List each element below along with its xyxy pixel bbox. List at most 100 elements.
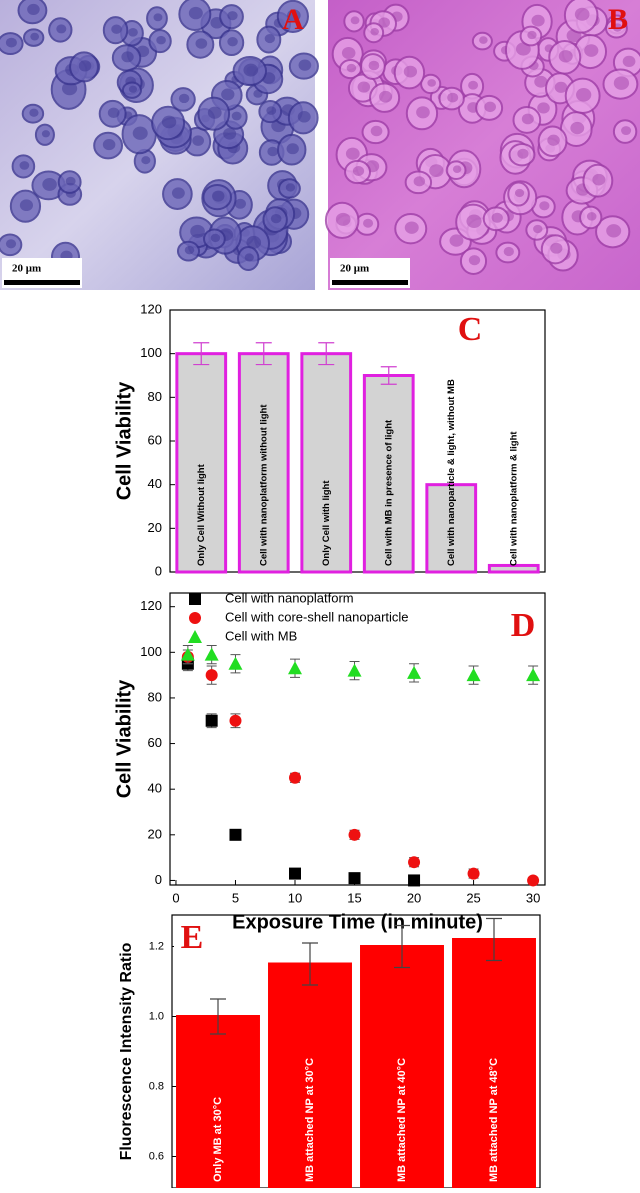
nucleus [231, 111, 242, 121]
y-tick-label: 80 [148, 389, 162, 404]
nucleus [188, 6, 203, 20]
nucleus [403, 65, 418, 78]
nucleus [19, 161, 30, 170]
nucleus [27, 3, 40, 15]
legend-marker [188, 630, 202, 643]
nucleus [178, 93, 190, 104]
nucleus [491, 212, 503, 223]
nucleus [427, 79, 436, 87]
scale-label: 20 μm [340, 263, 369, 275]
nucleus [554, 81, 568, 93]
y-tick-label: 0 [155, 872, 162, 887]
bar [487, 563, 540, 574]
nucleus [267, 146, 278, 157]
nucleus [207, 106, 222, 119]
nucleus [223, 127, 237, 140]
nucleus [195, 38, 208, 49]
nucleus [285, 183, 296, 192]
nucleus [404, 221, 419, 234]
legend-label: Cell with core-shell nanoparticle [225, 609, 409, 624]
nucleus [503, 246, 514, 257]
y-tick-label: 80 [148, 689, 162, 704]
nucleus [5, 37, 17, 48]
nucleus [153, 13, 163, 22]
nucleus [370, 125, 383, 137]
bar-label: Only MB at 30°C [212, 1097, 224, 1182]
error-bar [210, 998, 226, 1035]
error-bar [318, 342, 335, 366]
scale-label: 20 μm [12, 263, 41, 275]
x-tick-label: 30 [526, 890, 540, 905]
letter-box [174, 920, 210, 958]
nucleus [352, 166, 365, 177]
error-bar [302, 942, 318, 986]
nucleus [606, 224, 622, 238]
bar-label: Cell with nanoparticle & light, without … [446, 379, 457, 566]
x-tick-label: 20 [407, 890, 421, 905]
y-tick-label: 100 [140, 345, 162, 360]
nucleus [449, 234, 464, 247]
bar-label: MB attached NP at 40°C [396, 1058, 408, 1182]
point [229, 714, 242, 727]
nucleus [576, 87, 592, 102]
x-tick-label: 15 [347, 890, 361, 905]
nucleus [192, 135, 205, 146]
nucleus [121, 51, 134, 63]
nucleus [484, 101, 496, 113]
nucleus [570, 121, 585, 135]
nucleus [286, 143, 299, 155]
panel-letter: A [282, 3, 304, 36]
nucleus [533, 224, 543, 234]
micrograph-b: 20 μm B [324, 0, 640, 290]
bar [237, 352, 290, 574]
nucleus [341, 47, 356, 60]
nucleus [56, 24, 67, 34]
nucleus [539, 201, 550, 211]
point [348, 828, 361, 841]
nucleus [517, 148, 529, 159]
y-tick-label: 20 [148, 520, 162, 535]
nucleus [246, 235, 262, 249]
nucleus [30, 32, 40, 41]
nucleus [41, 130, 50, 138]
nucleus [368, 60, 380, 71]
panel-letter: D [511, 607, 536, 644]
bar-label: Cell with nanoplatform without light [258, 404, 269, 566]
nucleus [184, 245, 195, 255]
error-bar [486, 917, 502, 962]
nucleus [592, 173, 606, 186]
nucleus [102, 139, 116, 151]
point [467, 867, 480, 880]
nucleus [266, 106, 277, 115]
nucleus [586, 212, 597, 221]
nucleus [298, 59, 312, 71]
error-bar [380, 366, 397, 385]
nucleus [210, 233, 221, 243]
nucleus [621, 126, 632, 136]
nucleus [613, 76, 630, 90]
nucleus [370, 27, 379, 36]
nucleus [468, 80, 479, 90]
error-bar [394, 924, 410, 969]
y-tick-label: 0.8 [149, 1080, 164, 1092]
nucleus [141, 156, 151, 165]
nucleus [287, 9, 301, 22]
legend-marker [189, 593, 201, 605]
bar [425, 483, 478, 574]
point [527, 874, 540, 887]
x-tick-label: 25 [466, 890, 480, 905]
y-tick-label: 1.2 [149, 940, 164, 952]
nucleus [413, 176, 426, 187]
nucleus [270, 213, 282, 224]
point [526, 668, 541, 682]
nucleus [190, 224, 205, 238]
x-axis-label: Exposure Time (in minute) [232, 911, 483, 933]
error-bar [193, 342, 210, 366]
point [466, 668, 481, 682]
nucleus [531, 14, 545, 27]
y-tick-label: 0.6 [149, 1150, 164, 1162]
point [205, 669, 218, 682]
nucleus [468, 255, 481, 266]
point [289, 771, 301, 784]
bar [452, 938, 536, 1190]
